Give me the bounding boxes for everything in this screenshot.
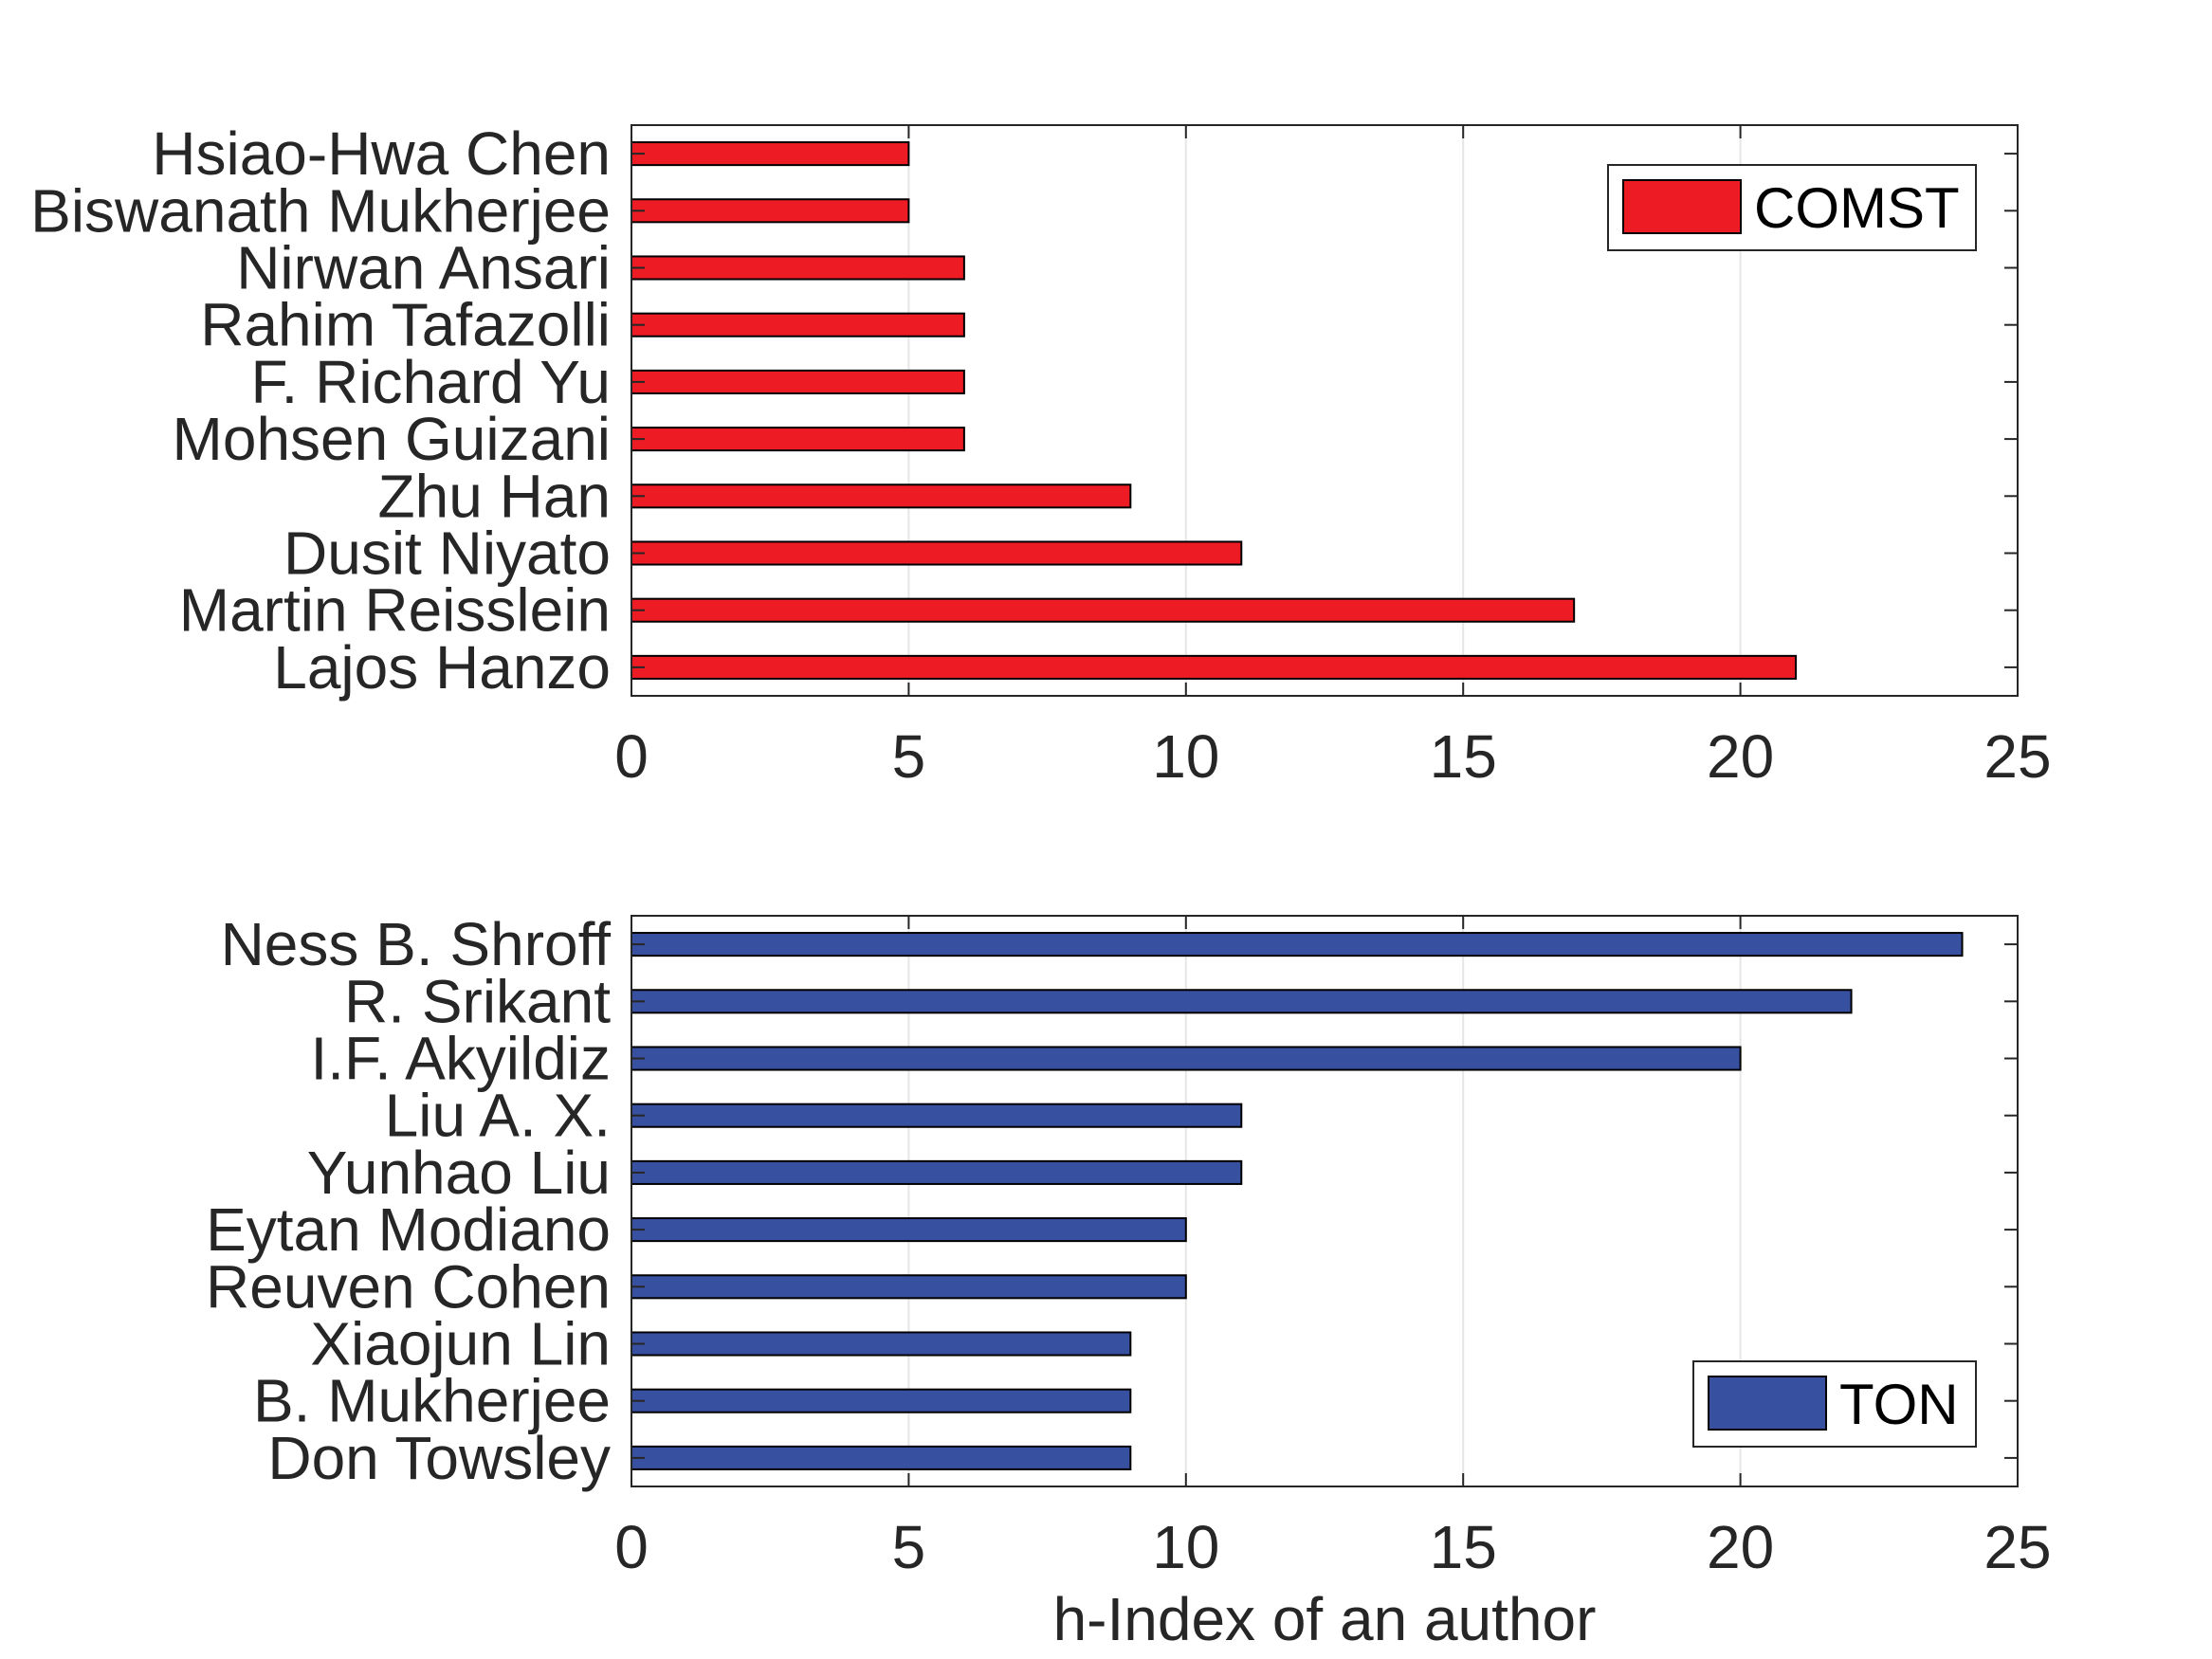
ton-xtick-label: 0 bbox=[614, 1513, 649, 1581]
comst-category-label: Martin Reisslein bbox=[179, 576, 611, 645]
ton-legend: TON bbox=[1692, 1360, 1977, 1448]
ton-bar bbox=[631, 1159, 1243, 1185]
ton-category-label: Don Towsley bbox=[267, 1424, 611, 1492]
ton-category-label: Reuven Cohen bbox=[206, 1252, 611, 1321]
ton-category-label: I.F. Akyildiz bbox=[310, 1025, 611, 1093]
ton-xtick-label: 15 bbox=[1430, 1513, 1497, 1581]
ton-bar bbox=[631, 1274, 1187, 1300]
comst-xtick-label: 5 bbox=[892, 722, 926, 791]
comst-bar bbox=[631, 483, 1132, 509]
ton-category-label: R. Srikant bbox=[344, 967, 611, 1035]
comst-xtick-label: 20 bbox=[1707, 722, 1774, 791]
ton-legend-swatch bbox=[1708, 1376, 1827, 1431]
comst-bar bbox=[631, 312, 965, 337]
ton-category-label: Xiaojun Lin bbox=[310, 1310, 611, 1378]
comst-category-label: Nirwan Ansari bbox=[236, 234, 611, 302]
ton-bar bbox=[631, 989, 1853, 1014]
ton-xtick-label: 20 bbox=[1707, 1513, 1774, 1581]
comst-xtick-label: 15 bbox=[1430, 722, 1497, 791]
ton-category-label: Yunhao Liu bbox=[307, 1139, 611, 1207]
ton-bar bbox=[631, 1103, 1243, 1128]
ton-legend-label: TON bbox=[1839, 1373, 1959, 1436]
ton-xtick-label: 10 bbox=[1152, 1513, 1219, 1581]
comst-category-label: Hsiao-Hwa Chen bbox=[152, 119, 611, 188]
comst-legend-label: COMST bbox=[1754, 176, 1960, 240]
comst-legend: COMST bbox=[1607, 164, 1977, 251]
comst-category-label: Biswanath Mukherjee bbox=[30, 176, 611, 245]
comst-bar bbox=[631, 540, 1243, 566]
comst-xtick-label: 0 bbox=[614, 722, 649, 791]
ton-xaxis-title: h-Index of an author bbox=[1053, 1585, 1597, 1653]
ton-category-label: Eytan Modiano bbox=[206, 1195, 611, 1264]
comst-bar bbox=[631, 141, 910, 167]
ton-bar bbox=[631, 1445, 1132, 1470]
comst-xtick-label: 25 bbox=[1983, 722, 2051, 791]
comst-category-label: Mohsen Guizani bbox=[173, 405, 611, 473]
ton-bar bbox=[631, 932, 1964, 957]
ton-bar bbox=[631, 1331, 1132, 1357]
comst-bar bbox=[631, 597, 1576, 623]
comst-bar bbox=[631, 427, 965, 452]
ton-category-label: Liu A. X. bbox=[385, 1082, 611, 1150]
comst-bar bbox=[631, 654, 1798, 680]
ton-bar bbox=[631, 1388, 1132, 1413]
ton-xtick-label: 5 bbox=[892, 1513, 926, 1581]
comst-bar bbox=[631, 198, 910, 224]
ton-bar bbox=[631, 1046, 1742, 1071]
comst-category-label: Zhu Han bbox=[378, 462, 611, 530]
comst-category-label: F. Richard Yu bbox=[251, 348, 611, 416]
comst-legend-swatch bbox=[1622, 179, 1742, 234]
ton-axes-box bbox=[631, 915, 2019, 1487]
comst-bar bbox=[631, 255, 965, 281]
comst-bar bbox=[631, 369, 965, 394]
ton-bar bbox=[631, 1217, 1187, 1243]
ton-xtick-label: 25 bbox=[1983, 1513, 2051, 1581]
comst-category-label: Dusit Niyato bbox=[283, 520, 611, 588]
comst-axes-box bbox=[631, 124, 2019, 697]
comst-xtick-label: 10 bbox=[1152, 722, 1219, 791]
ton-category-label: B. Mukherjee bbox=[253, 1367, 611, 1435]
comst-category-label: Lajos Hanzo bbox=[273, 633, 611, 702]
ton-category-label: Ness B. Shroff bbox=[221, 910, 612, 978]
comst-category-label: Rahim Tafazolli bbox=[200, 291, 611, 359]
